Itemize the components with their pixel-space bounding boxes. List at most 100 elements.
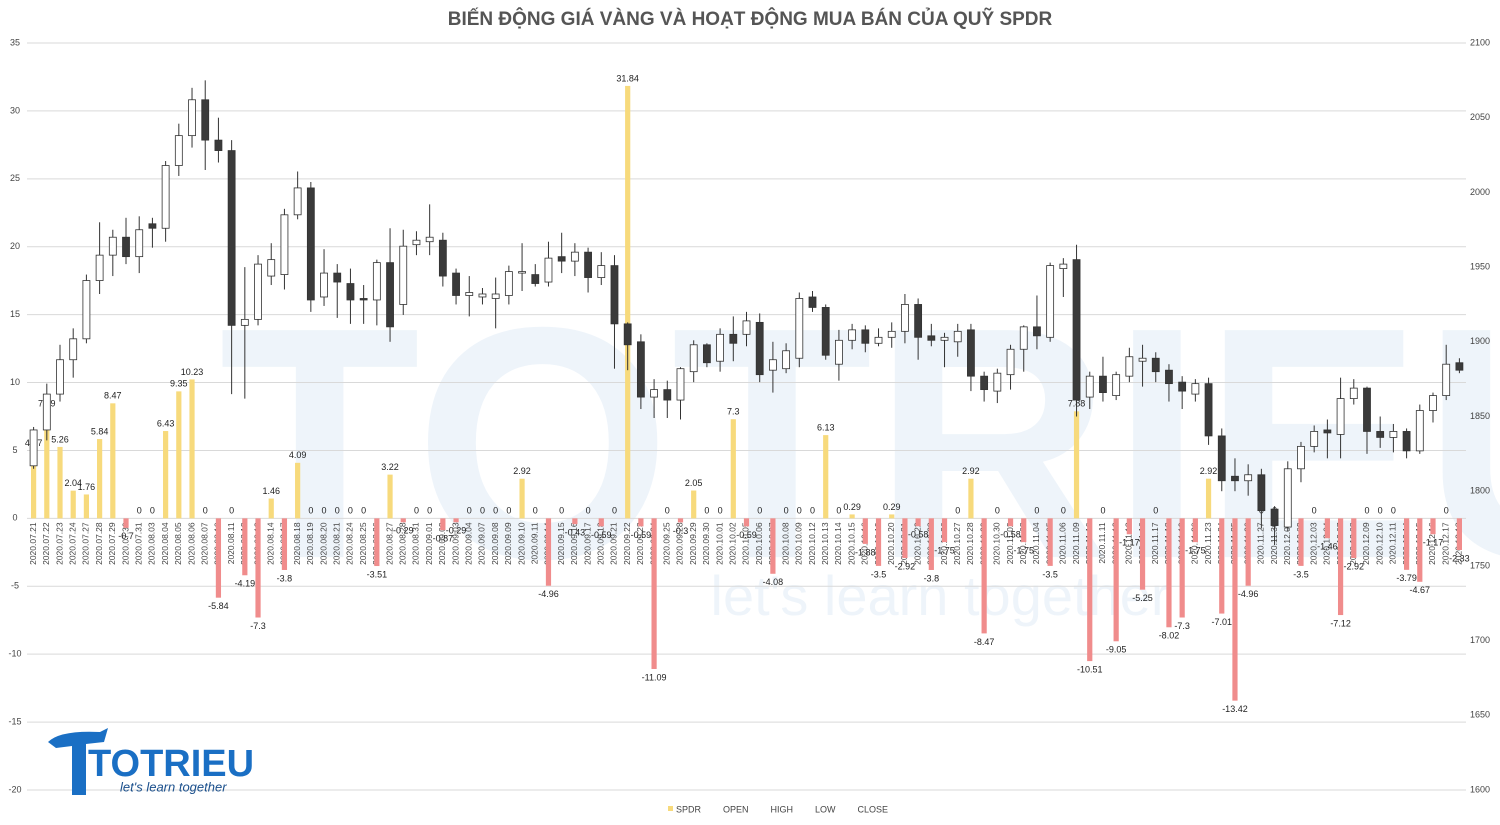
value-label: -11.09	[642, 672, 667, 682]
y2-tick-label: 1800	[1470, 486, 1490, 496]
value-label: 0	[414, 506, 419, 516]
x-tick-label: 2020.08.25	[358, 522, 368, 565]
value-label: 0	[467, 506, 472, 516]
candle-body	[570, 251, 579, 262]
candle-body	[372, 262, 381, 301]
x-tick-label: 2020.09.23	[635, 522, 645, 565]
x-tick-label: 2020.10.28	[965, 522, 975, 565]
candle-body	[1046, 265, 1055, 338]
y2-tick-label: 1700	[1470, 635, 1490, 645]
value-label: 0	[348, 506, 353, 516]
x-tick-label: 2020.12.03	[1308, 522, 1318, 565]
value-label: 0	[150, 506, 155, 516]
y2-tick-label: 1950	[1470, 261, 1490, 271]
value-label: -3.8	[924, 573, 940, 583]
value-label: 0	[718, 506, 723, 516]
x-tick-label: 2020.11.06	[1058, 522, 1068, 564]
bar	[1087, 518, 1093, 662]
bar	[651, 518, 657, 669]
candle-body	[214, 139, 223, 151]
x-tick-label: 2020.11.09	[1071, 522, 1081, 564]
x-tick-label: 2020.09.29	[688, 522, 698, 565]
x-tick-label: 2020.10.26	[939, 522, 949, 565]
bar	[1113, 518, 1119, 642]
value-label: -1.75	[934, 546, 955, 556]
value-label: -7.12	[1330, 618, 1351, 628]
value-label: 5.84	[91, 426, 109, 436]
candle-body	[1429, 395, 1437, 411]
value-label: -2.33	[1449, 553, 1470, 563]
candle-body	[1112, 374, 1121, 396]
value-label: 6.13	[817, 422, 835, 432]
value-label: -0.87	[433, 534, 454, 544]
x-tick-label: 2020.08.31	[411, 522, 421, 565]
y-tick-label: 10	[10, 377, 20, 387]
value-label: -7.3	[250, 621, 266, 631]
value-label: 8.47	[104, 391, 122, 401]
value-label: 0	[1061, 506, 1066, 516]
x-tick-label: 2020.09.21	[609, 522, 619, 565]
value-label: 0	[797, 506, 802, 516]
x-tick-label: 2020.11.02	[1005, 522, 1015, 564]
bar	[44, 411, 50, 519]
x-tick-label: 2020.09.25	[662, 522, 672, 565]
value-label: 0	[427, 506, 432, 516]
candle-body	[161, 165, 170, 229]
bar	[176, 391, 182, 519]
candle-body	[320, 272, 328, 298]
bar	[1298, 518, 1304, 566]
value-label: 1.46	[262, 486, 280, 496]
value-label: -4.67	[1410, 585, 1431, 595]
x-tick-label: 2020.08.27	[384, 522, 394, 565]
x-tick-label: 2020.08.28	[398, 522, 408, 565]
candle-body	[1415, 410, 1424, 452]
value-label: -4.08	[763, 577, 784, 587]
bar	[295, 462, 301, 519]
candle-body	[504, 271, 513, 296]
value-label: -3.5	[1042, 569, 1058, 579]
bar	[598, 518, 604, 527]
candle-body	[1191, 383, 1200, 395]
bar	[519, 478, 525, 519]
candle-body	[333, 272, 342, 283]
candle-body	[201, 99, 210, 141]
candle-body	[887, 330, 896, 338]
bar	[875, 518, 882, 566]
value-label: 0	[1100, 506, 1105, 516]
x-tick-label: 2020.10.09	[794, 522, 804, 565]
bar	[545, 518, 552, 586]
value-label: 9.35	[170, 379, 188, 389]
candle-body	[1006, 348, 1015, 376]
x-tick-label: 2020.12.09	[1361, 522, 1371, 565]
candle-body	[1442, 363, 1451, 396]
candle-body	[1349, 387, 1358, 399]
y-tick-label: -10	[8, 649, 21, 659]
value-label: 2.92	[513, 466, 531, 476]
value-label: 0	[229, 506, 234, 516]
value-label: -1.88	[855, 547, 876, 557]
value-label: -9.05	[1106, 645, 1127, 655]
candle-body	[980, 375, 989, 391]
candle-body	[716, 333, 724, 362]
logo-name: TOTRIEU	[88, 743, 254, 785]
candle-body	[901, 304, 909, 332]
y-tick-label: 35	[10, 37, 20, 47]
x-tick-label: 2020.11.23	[1203, 522, 1213, 564]
value-label: 31.84	[616, 73, 639, 83]
candle-body	[491, 293, 500, 299]
candle-body	[914, 304, 923, 338]
value-label: 0	[533, 506, 538, 516]
value-label: 0	[322, 506, 327, 516]
value-label: -1.75	[1013, 546, 1034, 556]
bar	[1021, 518, 1027, 543]
value-label: -1.75	[1185, 546, 1206, 556]
value-label: 0	[612, 506, 617, 516]
bar	[215, 518, 222, 598]
x-tick-label: 2020.08.21	[331, 522, 341, 565]
candle-body	[967, 329, 975, 377]
legend-label: CLOSE	[858, 804, 889, 814]
bar	[1232, 518, 1238, 701]
x-tick-label: 2020.08.07	[199, 522, 209, 565]
candle-body	[1389, 431, 1398, 438]
x-tick-label: 2020.11.27	[1256, 522, 1266, 564]
